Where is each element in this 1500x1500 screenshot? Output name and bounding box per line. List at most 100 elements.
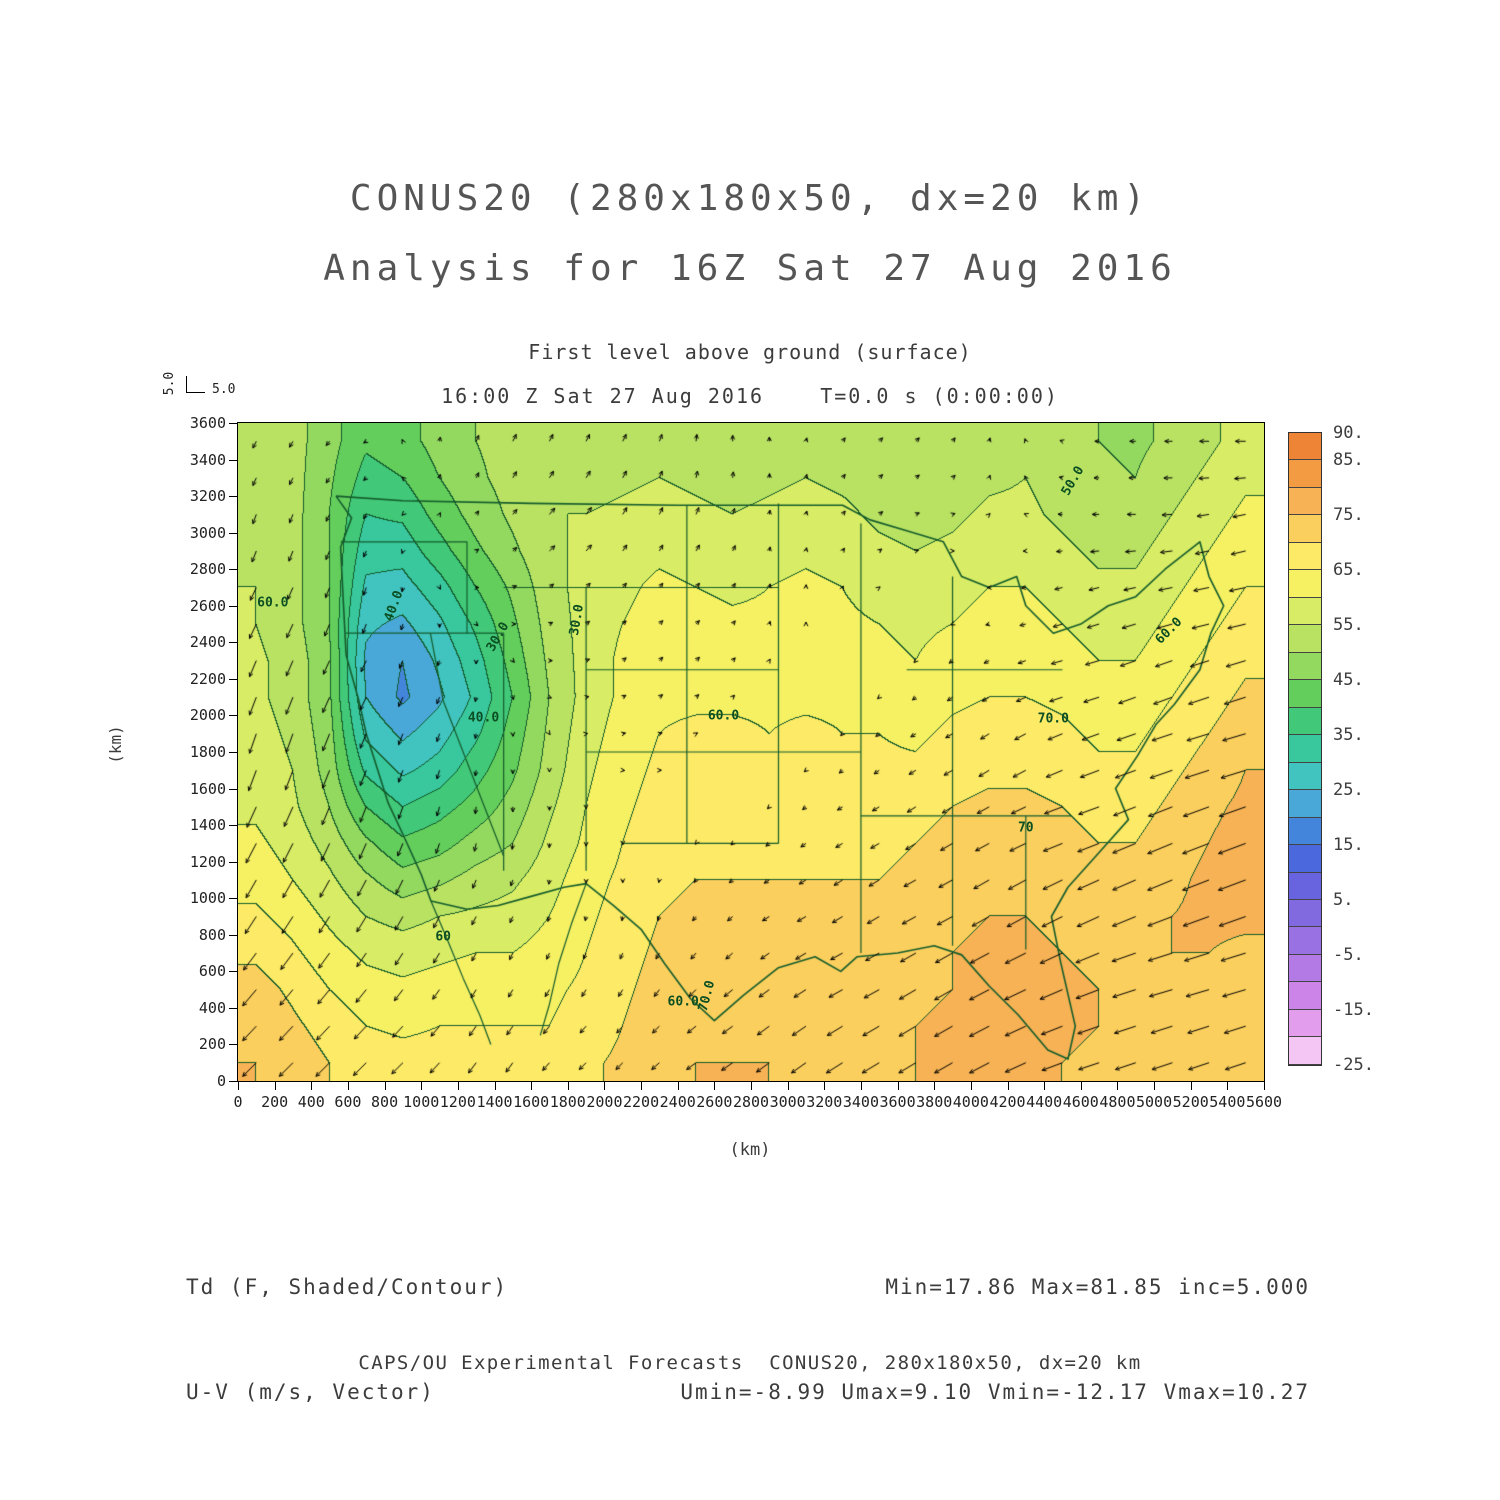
contour-label: 60 [435, 929, 452, 945]
y-tick [229, 532, 237, 534]
x-tick-label: 4200 [989, 1093, 1026, 1111]
colorbar-cell [1289, 625, 1321, 653]
x-tick [677, 1082, 679, 1090]
y-tick [229, 1044, 237, 1046]
x-tick [1007, 1082, 1009, 1090]
colorbar-label: 75. [1333, 505, 1364, 526]
x-tick-label: 600 [334, 1093, 362, 1111]
colorbar-cell [1289, 954, 1321, 983]
y-tick-label: 0 [216, 1072, 226, 1090]
x-tick-label: 1600 [513, 1093, 550, 1111]
y-tick [229, 678, 237, 680]
y-tick [229, 1081, 237, 1082]
stats-annotation: Min=17.86 Max=81.85 inc=5.000 Umin=-8.99… [680, 1200, 1310, 1480]
y-tick-label: 1800 [189, 743, 226, 761]
colorbar-cell [1289, 1009, 1321, 1038]
field-annotation: Td (F, Shaded/Contour) U-V (m/s, Vector) [186, 1200, 508, 1480]
y-tick [229, 788, 237, 790]
x-tick-label: 0 [233, 1093, 243, 1111]
y-tick [229, 898, 237, 900]
y-tick [229, 569, 237, 571]
colorbar-cell [1289, 542, 1321, 571]
x-tick-label: 3800 [916, 1093, 953, 1111]
colorbar-label: 55. [1333, 615, 1364, 636]
y-tick [229, 605, 237, 607]
x-tick-label: 3400 [842, 1093, 879, 1111]
colorbar-cell [1289, 433, 1321, 461]
x-tick-label: 2000 [586, 1093, 623, 1111]
y-tick [229, 861, 237, 863]
field-annotation-line1: Td (F, Shaded/Contour) [186, 1275, 509, 1299]
x-tick [1154, 1082, 1156, 1090]
contour-label: 70 [1017, 820, 1034, 836]
y-axis-label: (km) [105, 725, 125, 764]
y-tick-label: 3400 [189, 450, 226, 469]
colorbar-label: 25. [1333, 780, 1364, 801]
y-tick-label: 800 [198, 925, 226, 944]
x-tick-label: 1000 [403, 1093, 440, 1111]
y-tick [229, 496, 237, 498]
x-tick [1117, 1082, 1119, 1090]
page-title-line2: Analysis for 16Z Sat 27 Aug 2016 [323, 248, 1177, 289]
x-tick-label: 4800 [1099, 1093, 1136, 1111]
x-axis-label: (km) [729, 1140, 771, 1160]
map-plot-area: 50.0 60.0 40.0 30.0 30.0 40.0 60.0 70.0 70 60.0 60… [190, 414, 1282, 1111]
y-tick-label: 400 [198, 998, 226, 1017]
x-tick [897, 1082, 899, 1090]
stats-line2: Umin=-8.99 Umax=9.10 Vmin=-12.17 Vmax=10… [680, 1380, 1310, 1404]
x-tick [641, 1082, 643, 1090]
x-tick [860, 1082, 862, 1090]
vector-scale-mark [186, 376, 205, 393]
x-tick [311, 1082, 313, 1090]
x-tick [494, 1082, 496, 1090]
contour-label: 60.0 [707, 708, 740, 724]
y-tick-label: 3200 [189, 487, 226, 506]
colorbar-cell [1289, 927, 1321, 955]
x-tick [421, 1082, 423, 1090]
x-tick [970, 1082, 972, 1090]
x-tick-label: 2600 [696, 1093, 733, 1111]
page-title: CONUS20 (280x180x50, dx=20 km) [349, 178, 1151, 219]
y-tick-label: 1600 [189, 779, 226, 798]
colorbar: 90. 85. 75. 65. 55. 45. 35. 25. 15. 5. -5. -15. -25. [1288, 423, 1374, 1075]
y-tick-label: 600 [198, 962, 226, 981]
stats-line1: Min=17.86 Max=81.85 inc=5.000 [885, 1275, 1310, 1299]
x-tick-label: 5400 [1209, 1093, 1246, 1111]
x-tick-label: 4600 [1062, 1093, 1099, 1111]
x-tick-label: 1200 [439, 1093, 476, 1111]
y-tick [229, 459, 237, 461]
x-tick-label: 2400 [659, 1093, 696, 1111]
y-tick-label: 3000 [189, 523, 226, 542]
x-tick [824, 1082, 826, 1090]
x-tick [457, 1082, 459, 1090]
vector-scale-horizontal-label: 5.0 [212, 382, 236, 397]
x-tick [531, 1082, 533, 1090]
colorbar-cell [1289, 680, 1321, 708]
contour-label: 70.0 [1037, 711, 1069, 727]
x-tick [1044, 1082, 1046, 1090]
x-tick [1190, 1082, 1192, 1090]
colorbar-cell [1289, 762, 1321, 791]
colorbar-label: 45. [1333, 670, 1364, 691]
valid-time-line: 16:00 Z Sat 27 Aug 2016 T=0.0 s (0:00:00… [441, 384, 1059, 408]
x-tick-label: 800 [371, 1093, 399, 1111]
y-tick [229, 642, 237, 644]
x-tick [1227, 1082, 1229, 1090]
x-tick [787, 1082, 789, 1090]
colorbar-cell [1289, 899, 1321, 928]
y-tick [229, 423, 237, 424]
colorbar-cell [1289, 1037, 1321, 1065]
x-tick-label: 2800 [732, 1093, 770, 1111]
colorbar-cell [1289, 735, 1321, 763]
x-tick-label: 4400 [1026, 1093, 1063, 1111]
x-tick-label: 2200 [623, 1093, 660, 1111]
colorbar-cell [1289, 487, 1321, 516]
vector-scale-legend: 5.0 5.0 [158, 368, 268, 408]
colorbar-cell [1289, 872, 1321, 900]
contour-label: 60.0 [667, 994, 699, 1010]
x-tick-label: 5200 [1172, 1093, 1209, 1111]
y-tick [229, 934, 237, 936]
y-tick [229, 971, 237, 973]
x-tick [567, 1082, 569, 1090]
